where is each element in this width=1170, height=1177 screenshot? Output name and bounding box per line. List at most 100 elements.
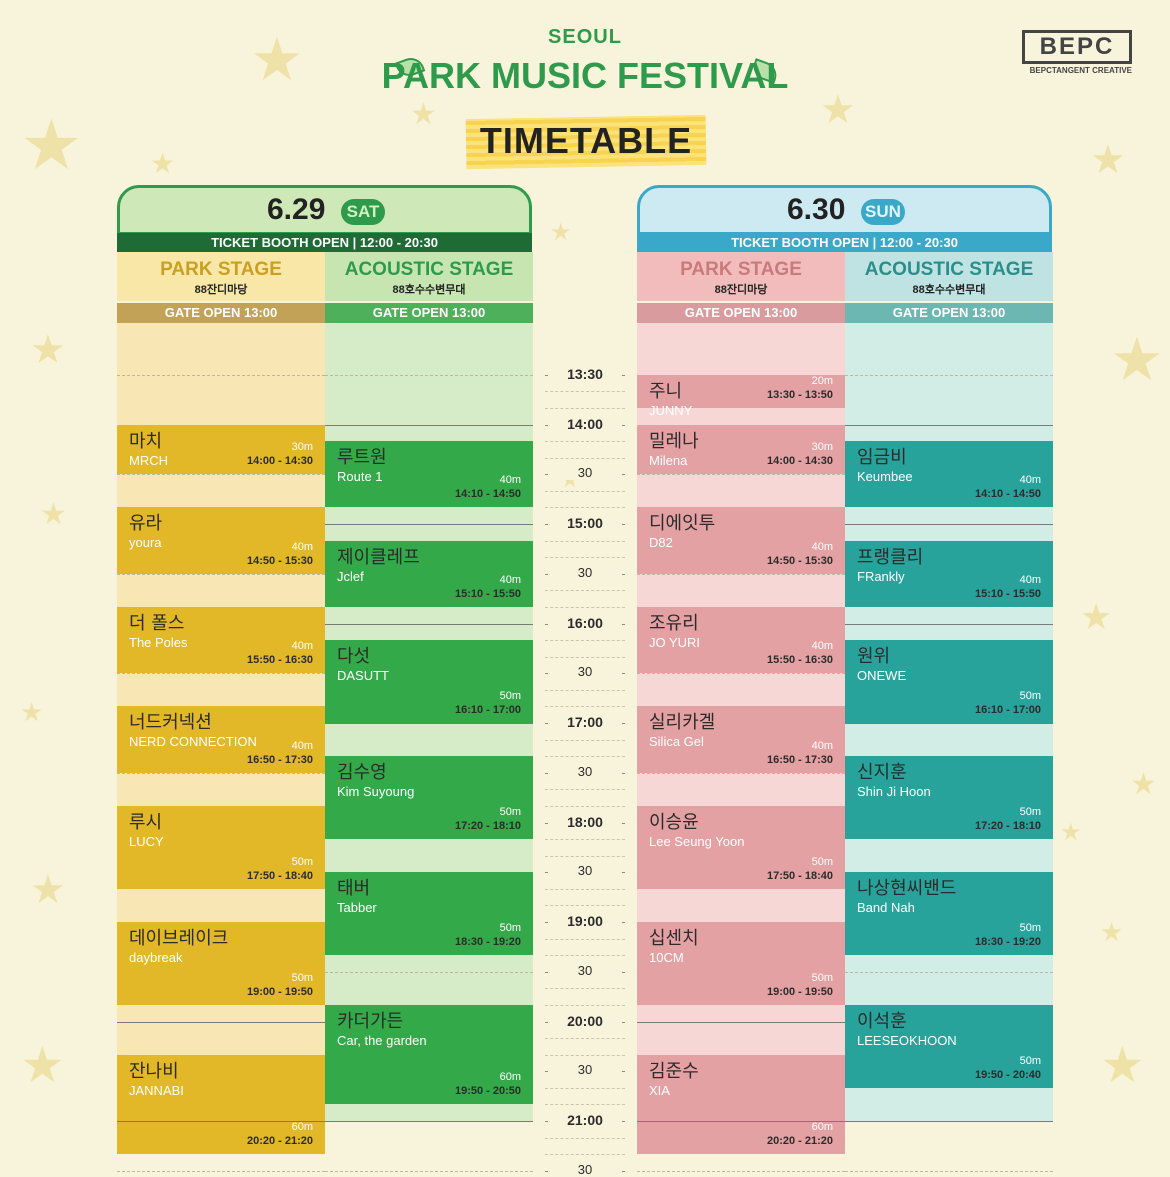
artist-name-korean: 태버 <box>337 878 371 900</box>
performance-slot[interactable]: 너드커넥션 NERD CONNECTION 40m 16:50 - 17:30 <box>117 706 325 773</box>
slot-duration: 40m <box>499 573 521 586</box>
artist-name-korean: 실리카겔 <box>649 712 716 734</box>
grid-line <box>117 1170 325 1172</box>
stage-header: PARK STAGE 88잔디마당 <box>117 252 325 301</box>
performance-slot[interactable]: 제이클레프 Jclef 40m 15:10 - 15:50 <box>325 540 533 607</box>
artist-name-english: MRCH <box>129 452 168 468</box>
stage-name: ACOUSTIC STAGE <box>864 259 1034 280</box>
time-label: 19:00 <box>548 913 622 929</box>
star-decoration-icon: ★ <box>20 104 83 186</box>
performance-slot[interactable]: 잔나비 JANNABI 60m 20:20 - 21:20 <box>117 1054 325 1155</box>
slot-duration: 40m <box>291 640 313 653</box>
time-label: 30 <box>548 664 622 680</box>
artist-name-korean: 제이클레프 <box>337 546 420 568</box>
performance-slot[interactable]: 주니 JUNNY 20m 13:30 - 13:50 <box>637 374 845 418</box>
time-minor-tick <box>545 457 625 459</box>
slot-time: 17:20 - 18:10 <box>454 820 521 833</box>
time-label: 20:00 <box>548 1012 622 1029</box>
slot-duration: 50m <box>1019 1054 1041 1067</box>
slot-duration: 50m <box>499 806 521 819</box>
time-minor-tick <box>545 805 625 807</box>
time-label: 30 <box>548 465 622 481</box>
artist-name-korean: 잔나비 <box>129 1060 179 1082</box>
performance-slot[interactable]: 십센치 10CM 50m 19:00 - 19:50 <box>637 922 845 1005</box>
performance-slot[interactable]: 카더가든 Car, the garden 60m 19:50 - 20:50 <box>325 1004 533 1105</box>
artist-name-english: Band Nah <box>857 900 915 916</box>
performance-slot[interactable]: 신지훈 Shin Ji Hoon 50m 17:20 - 18:10 <box>845 756 1053 840</box>
artist-name-korean: 이승윤 <box>649 811 699 833</box>
performance-slot[interactable]: 더 폴스 The Poles 40m 15:50 - 16:30 <box>117 606 325 674</box>
slot-duration: 50m <box>291 855 313 868</box>
performance-slot[interactable]: 루시 LUCY 50m 17:50 - 18:40 <box>117 805 325 889</box>
time-label: 13:30 <box>548 365 622 382</box>
grid-line <box>845 524 1053 525</box>
star-decoration-icon: ★ <box>30 867 66 913</box>
star-decoration-icon: ★ <box>150 147 176 180</box>
performance-slot[interactable]: 데이브레이크 daybreak 50m 19:00 - 19:50 <box>117 922 325 1005</box>
artist-name-english: XIA <box>649 1082 670 1098</box>
artist-name-korean: 카더가든 <box>337 1010 404 1032</box>
artist-name-english: DASUTT <box>337 668 389 684</box>
slot-duration: 40m <box>499 474 521 487</box>
performance-slot[interactable]: 밀레나 Milena 30m 14:00 - 14:30 <box>637 424 845 475</box>
performance-slot[interactable]: 마치 MRCH 30m 14:00 - 14:30 <box>117 424 325 475</box>
artist-name-korean: 다섯 <box>337 646 371 668</box>
artist-name-korean: 너드커넥션 <box>129 712 212 734</box>
performance-slot[interactable]: 태버 Tabber 50m 18:30 - 19:20 <box>325 872 533 956</box>
grid-line <box>117 474 325 476</box>
ticket-booth-bar: TICKET BOOTH OPEN | 12:00 - 20:30 <box>637 233 1052 252</box>
performance-slot[interactable]: 임금비 Keumbee 40m 14:10 - 14:50 <box>845 441 1053 508</box>
artist-name-korean: 조유리 <box>649 612 699 634</box>
time-minor-tick <box>545 1038 625 1040</box>
artist-name-english: 10CM <box>649 950 684 965</box>
performance-slot[interactable]: 김수영 Kim Suyoung 50m 17:20 - 18:10 <box>325 756 533 840</box>
slot-duration: 60m <box>499 1071 521 1084</box>
slot-time: 19:50 - 20:50 <box>454 1085 521 1098</box>
artist-name-korean: 원위 <box>857 646 891 668</box>
time-minor-tick <box>545 540 625 542</box>
artist-name-korean: 십센치 <box>649 928 699 949</box>
performance-slot[interactable]: 실리카겔 Silica Gel 40m 16:50 - 17:30 <box>637 706 845 773</box>
gate-open-bar: GATE OPEN 13:00 <box>117 303 325 323</box>
performance-slot[interactable]: 루트원 Route 1 40m 14:10 - 14:50 <box>325 441 533 508</box>
artist-name-korean: 나상현씨밴드 <box>857 878 957 900</box>
performance-slot[interactable]: 이석훈 LEESEOKHOON 50m 19:50 - 20:40 <box>845 1004 1053 1088</box>
performance-slot[interactable]: 이승윤 Lee Seung Yoon 50m 17:50 - 18:40 <box>637 805 845 889</box>
star-decoration-icon: ★ <box>40 497 67 532</box>
grid-line <box>325 1170 533 1172</box>
slot-duration: 50m <box>811 971 833 984</box>
artist-name-english: LUCY <box>129 833 164 849</box>
slot-time: 14:50 - 15:30 <box>766 554 833 567</box>
artist-name-english: NERD CONNECTION <box>129 734 257 750</box>
time-minor-tick <box>545 938 625 940</box>
slot-time: 15:10 - 15:50 <box>974 587 1041 600</box>
performance-slot[interactable]: 조유리 JO YURI 40m 15:50 - 16:30 <box>637 606 845 674</box>
star-decoration-icon: ★ <box>820 87 856 133</box>
performance-slot[interactable]: 다섯 DASUTT 50m 16:10 - 17:00 <box>325 640 533 723</box>
performance-slot[interactable]: 프랭클리 FRankly 40m 15:10 - 15:50 <box>845 540 1053 607</box>
artist-name-english: Shin Ji Hoon <box>857 784 931 800</box>
performance-slot[interactable]: 나상현씨밴드 Band Nah 50m 18:30 - 19:20 <box>845 872 1053 956</box>
performance-slot[interactable]: 디에잇투 D82 40m 14:50 - 15:30 <box>637 507 845 574</box>
time-minor-tick <box>545 507 625 509</box>
slot-time: 15:50 - 16:30 <box>766 654 833 667</box>
time-label: 30 <box>548 763 622 779</box>
time-minor-tick <box>545 640 625 642</box>
artist-name-korean: 데이브레이크 <box>129 928 229 949</box>
artist-name-english: Route 1 <box>337 469 383 485</box>
artist-name-english: Jclef <box>337 568 364 584</box>
performance-slot[interactable]: 김준수 XIA 60m 20:20 - 21:20 <box>637 1054 845 1155</box>
time-minor-tick <box>545 490 625 492</box>
performance-slot[interactable]: 원위 ONEWE 50m 16:10 - 17:00 <box>845 640 1053 723</box>
day-header-panel <box>637 185 1052 235</box>
grid-line <box>325 374 533 376</box>
bepc-logo-subtitle: BEPCTANGENT CREATIVE <box>1029 66 1132 75</box>
day-weekday-badge: SUN <box>861 199 905 225</box>
time-minor-tick <box>545 557 625 559</box>
time-minor-tick <box>545 407 625 409</box>
artist-name-english: JO YURI <box>649 634 701 650</box>
time-minor-tick <box>545 789 625 791</box>
artist-name-korean: 임금비 <box>857 447 907 469</box>
performance-slot[interactable]: 유라 youra 40m 14:50 - 15:30 <box>117 507 325 574</box>
slot-duration: 40m <box>291 540 313 553</box>
